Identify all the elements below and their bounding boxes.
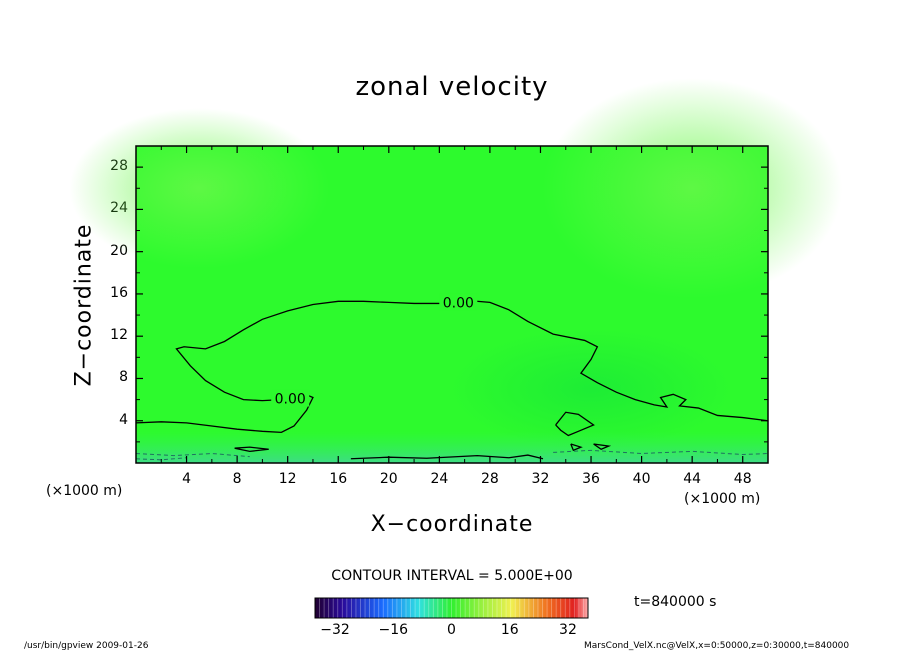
contour-interval-text: CONTOUR INTERVAL = 5.000E+00 — [331, 568, 573, 584]
contour-label: 0.00 — [443, 295, 474, 311]
colorbar-tick-label: 16 — [500, 622, 519, 638]
x-tick-label: 48 — [733, 471, 752, 487]
x-tick-label: 40 — [632, 471, 651, 487]
negative-contour — [553, 449, 769, 456]
colorbar — [315, 598, 588, 618]
colorbar-frame — [314, 597, 589, 619]
zero-contour-line — [593, 443, 612, 451]
zero-contour-line — [570, 443, 583, 452]
x-tick-label: 20 — [379, 471, 398, 487]
x-tick-label: 12 — [278, 471, 297, 487]
contour-label-bg — [439, 293, 478, 311]
colorbar-tick-label: −16 — [378, 622, 409, 638]
footer-program: /usr/bin/gpview 2009-01-26 — [24, 641, 149, 651]
x-tick-label: 36 — [582, 471, 600, 487]
x-axis-label: X−coordinate — [370, 512, 534, 537]
colorbar-tick-label: −32 — [320, 622, 350, 638]
chart-title: zonal velocity — [355, 72, 549, 102]
field-surface-band — [136, 431, 768, 463]
y-tick-label: 8 — [119, 369, 128, 386]
x-tick-label: 4 — [182, 471, 191, 487]
field-shade-upper-left — [69, 108, 330, 269]
x-tick-label: 28 — [480, 471, 499, 487]
y-tick-label: 12 — [110, 327, 128, 344]
time-label: t=840000 s — [634, 594, 717, 610]
contour-label-bg — [271, 389, 310, 407]
y-unit-label: (×1000 m) — [46, 483, 123, 499]
zero-contour-line — [234, 446, 269, 453]
y-tick-label: 4 — [119, 411, 128, 428]
zero-contour-line — [555, 411, 595, 437]
zero-contour-line — [135, 299, 769, 434]
negative-contour — [135, 452, 250, 458]
negative-contour — [135, 457, 187, 461]
y-tick-label: 16 — [110, 284, 128, 301]
colorbar-tick-label: 32 — [559, 622, 577, 638]
contour-label: 0.00 — [275, 392, 306, 408]
x-tick-label: 16 — [329, 471, 348, 487]
colorbar-tick-label: 0 — [447, 622, 456, 638]
x-tick-label: 8 — [232, 471, 242, 487]
plot-frame — [135, 145, 769, 464]
x-unit-label: (×1000 m) — [684, 491, 761, 507]
footer-source: MarsCond_VelX.nc@VelX,x=0:50000,z=0:3000… — [584, 641, 850, 651]
x-tick-label: 44 — [683, 471, 702, 487]
field-shade-lower-right — [451, 329, 732, 450]
x-tick-label: 24 — [430, 471, 449, 487]
x-tick-label: 32 — [531, 471, 550, 487]
field-shade-upper-right — [542, 78, 843, 299]
